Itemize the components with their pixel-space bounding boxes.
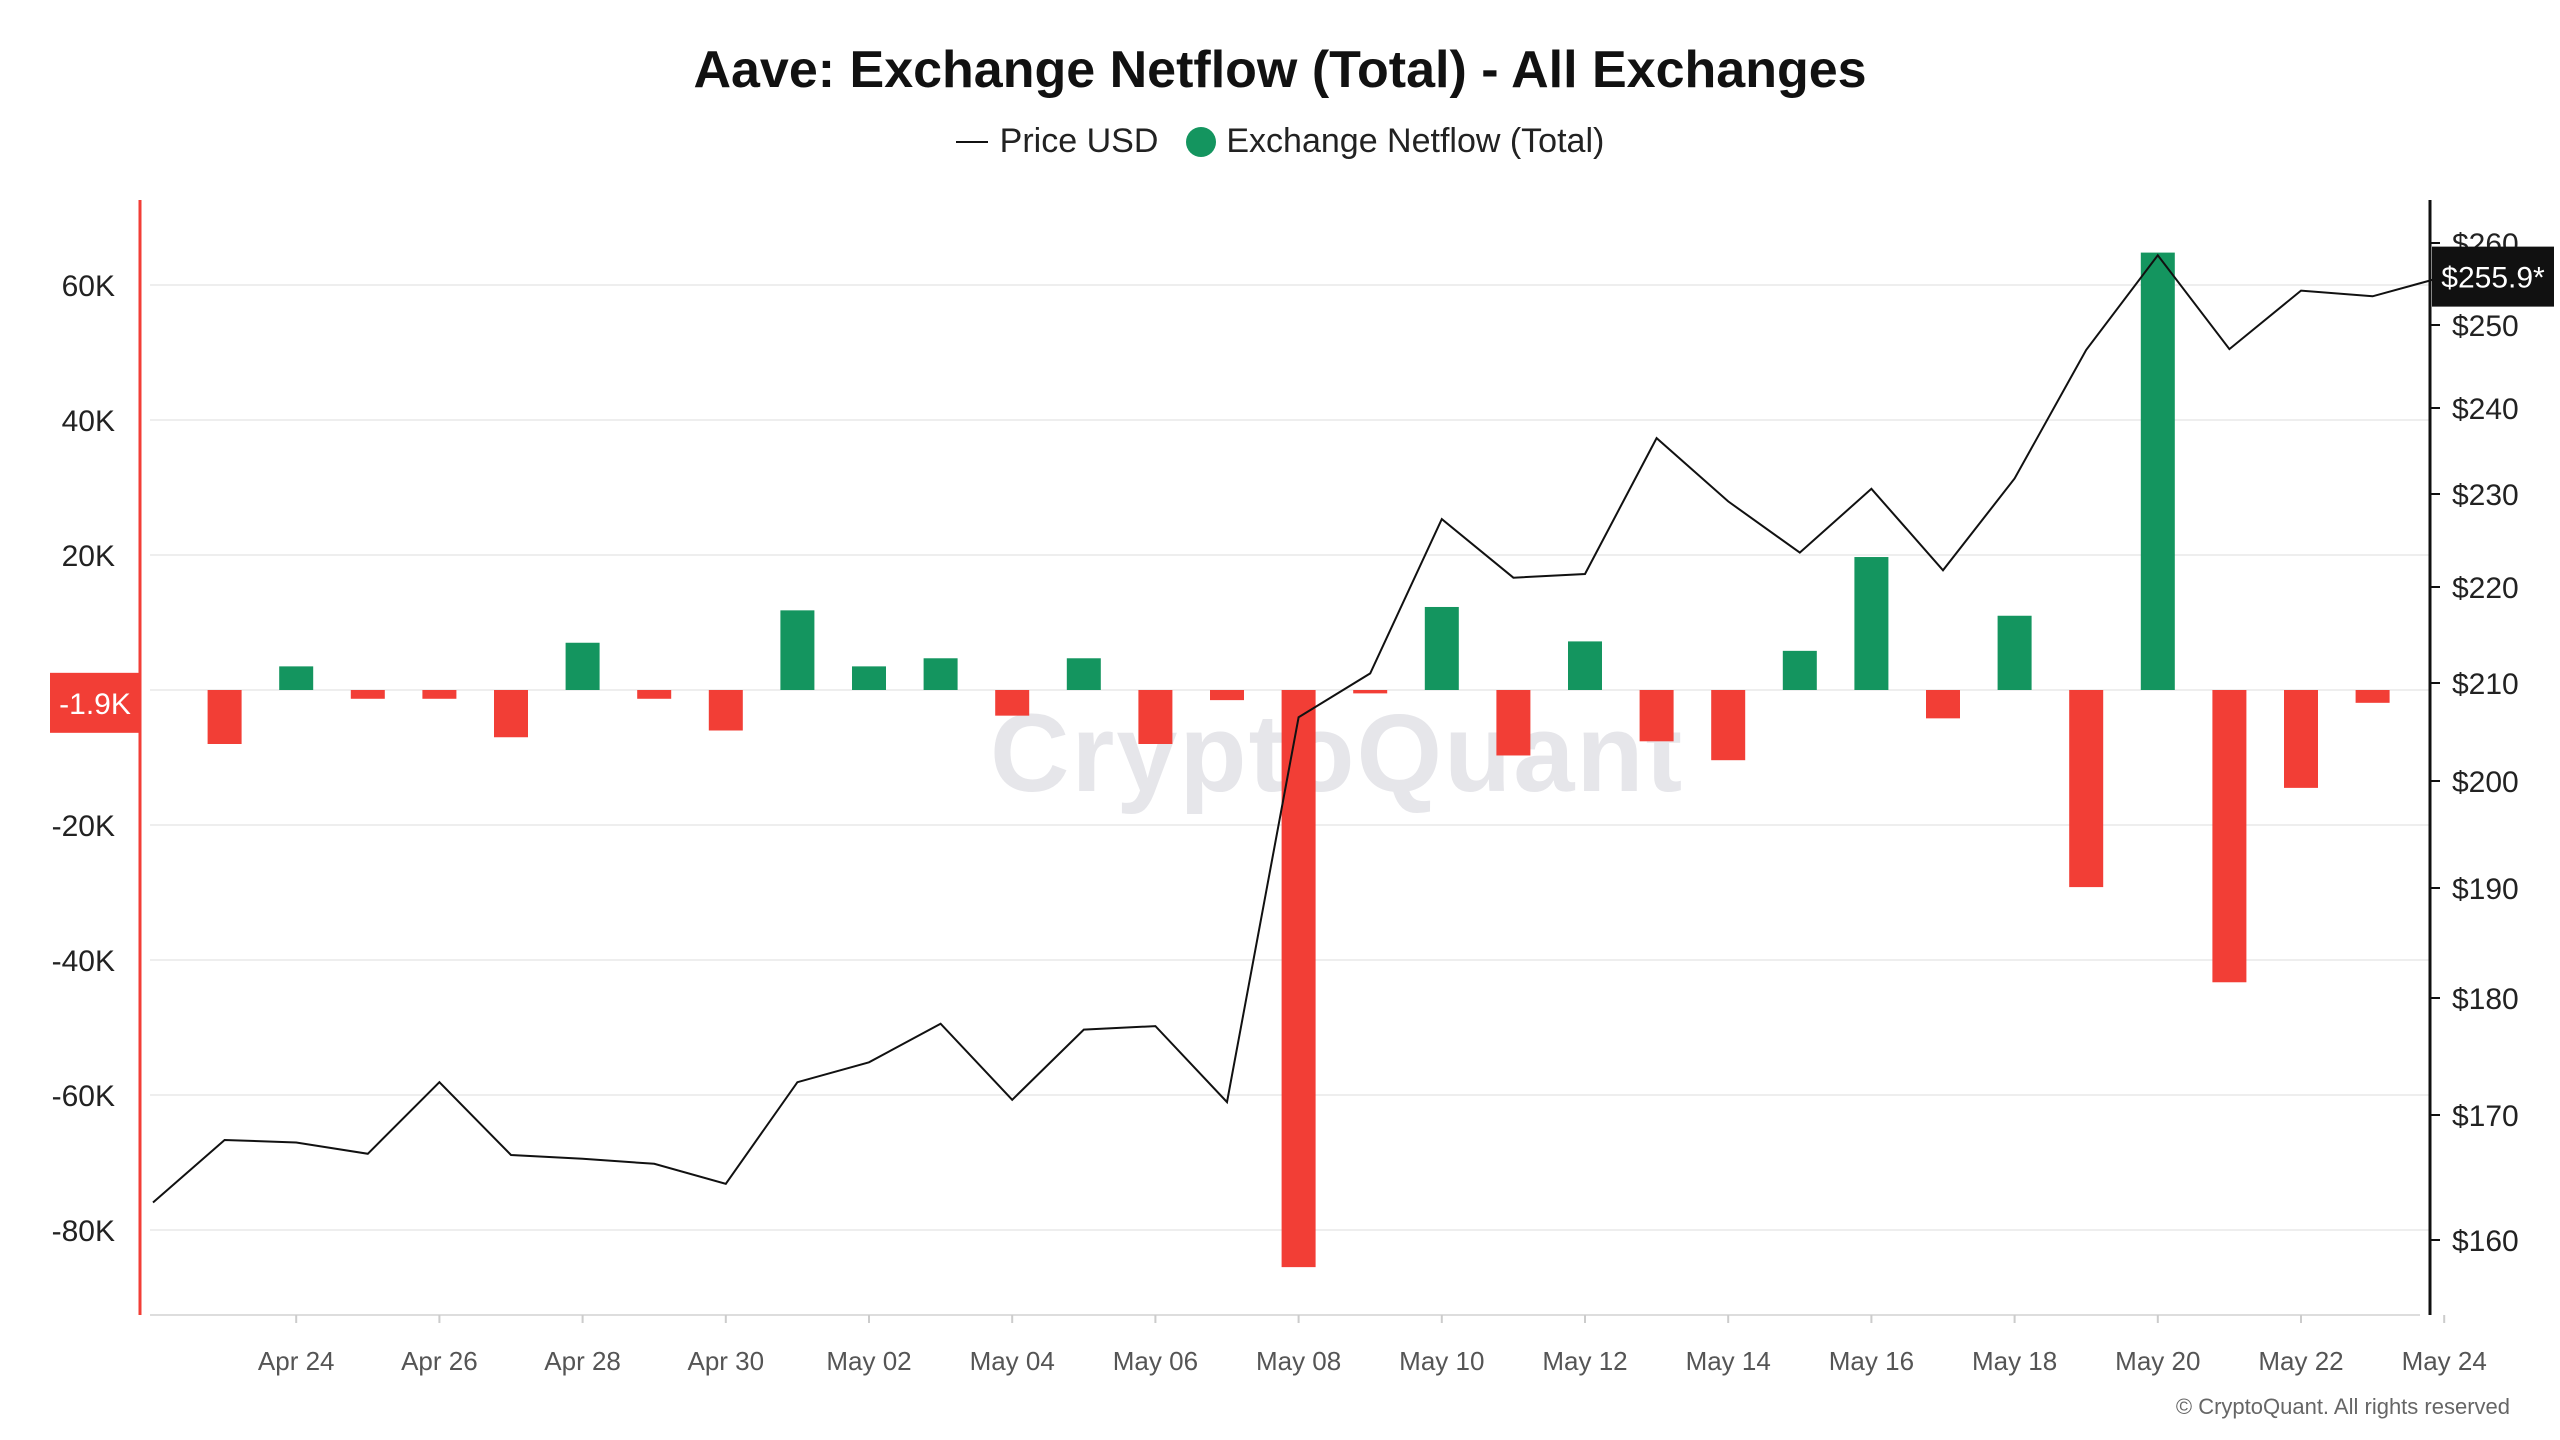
netflow-bar — [1639, 690, 1674, 742]
legend-netflow-label: Exchange Netflow (Total) — [1226, 122, 1605, 160]
axis-layer: 60K40K20K-20K-40K-60K-80K$260$250$240$23… — [50, 200, 2554, 1376]
chart-title: Aave: Exchange Netflow (Total) - All Exc… — [693, 41, 1867, 99]
x-tick-label: May 16 — [1829, 1346, 1914, 1376]
y-left-tick-label: -40K — [52, 945, 115, 978]
x-tick-label: May 22 — [2258, 1346, 2343, 1376]
y-left-tick-label: 60K — [62, 270, 115, 303]
legend: Price USD Exchange Netflow (Total) — [0, 122, 2560, 161]
x-tick-label: Apr 26 — [401, 1346, 478, 1376]
x-tick-label: May 14 — [1686, 1346, 1771, 1376]
netflow-bar — [2284, 690, 2318, 788]
y-right-tick-label: $170 — [2452, 1100, 2519, 1133]
netflow-bar — [2140, 252, 2175, 690]
y-right-tick-label: $250 — [2452, 310, 2519, 343]
y-left-tick-label: 20K — [62, 540, 115, 573]
netflow-bar — [279, 666, 314, 690]
netflow-bar — [1353, 690, 1388, 694]
netflow-bar — [1138, 690, 1173, 744]
x-tick-label: May 04 — [970, 1346, 1055, 1376]
netflow-bar — [852, 666, 886, 690]
last-price-badge — [2432, 246, 2554, 307]
netflow-bar — [207, 690, 242, 744]
last-netflow-badge — [50, 672, 140, 733]
x-tick-label: May 10 — [1399, 1346, 1484, 1376]
netflow-bar — [1711, 690, 1746, 761]
x-tick-label: May 20 — [2115, 1346, 2200, 1376]
netflow-dot-swatch — [1186, 126, 1217, 157]
y-right-tick-label: $190 — [2452, 873, 2519, 906]
y-left-tick-label: -20K — [52, 810, 115, 843]
netflow-bar — [708, 690, 743, 731]
y-right-tick-label: $160 — [2452, 1225, 2519, 1258]
x-tick-label: May 12 — [1542, 1346, 1627, 1376]
netflow-bar — [494, 690, 528, 738]
netflow-bar — [1066, 658, 1101, 690]
netflow-bar — [637, 690, 672, 699]
netflow-bar — [923, 658, 958, 690]
netflow-bar — [1926, 690, 1960, 719]
netflow-bar — [780, 610, 815, 690]
x-tick-label: May 02 — [826, 1346, 911, 1376]
netflow-bar — [1854, 557, 1889, 690]
watermark: CryptoQuant — [990, 692, 1685, 815]
y-right-tick-label: $240 — [2452, 393, 2519, 426]
netflow-bar — [1496, 690, 1531, 756]
netflow-bar — [2212, 690, 2247, 983]
legend-item-price[interactable]: Price USD — [955, 122, 1159, 161]
price-line-layer — [152, 253, 2445, 1204]
x-tick-label: Apr 30 — [687, 1346, 764, 1376]
y-left-tick-label: -80K — [52, 1215, 115, 1248]
last-price-label: $255.9* — [2441, 262, 2545, 295]
x-tick-label: May 24 — [2402, 1346, 2487, 1376]
y-left-tick-label: -60K — [52, 1080, 115, 1113]
y-right-tick-label: $220 — [2452, 572, 2519, 605]
netflow-bar — [2355, 690, 2390, 703]
netflow-bar — [995, 690, 1030, 716]
y-right-tick-label: $210 — [2452, 668, 2519, 701]
netflow-bar — [1568, 641, 1602, 690]
x-tick-label: May 18 — [1972, 1346, 2057, 1376]
netflow-bar — [422, 690, 457, 699]
bar-layer — [207, 252, 2390, 1268]
netflow-bar — [1281, 690, 1316, 1268]
y-right-tick-label: $200 — [2452, 766, 2519, 799]
netflow-bar — [565, 642, 600, 690]
netflow-bar — [1782, 650, 1817, 690]
netflow-bar — [2069, 690, 2104, 888]
y-left-tick-label: 40K — [62, 405, 115, 438]
y-right-tick-label: $180 — [2452, 983, 2519, 1016]
copyright-text: © CryptoQuant. All rights reserved — [2175, 1394, 2510, 1419]
x-tick-label: May 08 — [1256, 1346, 1341, 1376]
netflow-bar — [1424, 606, 1459, 690]
netflow-bar — [1997, 615, 2032, 690]
y-right-tick-label: $230 — [2452, 479, 2519, 512]
netflow-bar — [1210, 690, 1244, 701]
price-line-swatch — [955, 140, 988, 143]
x-tick-label: Apr 28 — [544, 1346, 621, 1376]
last-netflow-label: -1.9K — [59, 688, 131, 721]
price-line — [152, 253, 2445, 1204]
legend-item-netflow[interactable]: Exchange Netflow (Total) — [1186, 122, 1604, 161]
x-tick-label: Apr 24 — [258, 1346, 335, 1376]
netflow-bar — [350, 690, 385, 699]
x-tick-label: May 06 — [1113, 1346, 1198, 1376]
legend-price-label: Price USD — [999, 122, 1159, 160]
